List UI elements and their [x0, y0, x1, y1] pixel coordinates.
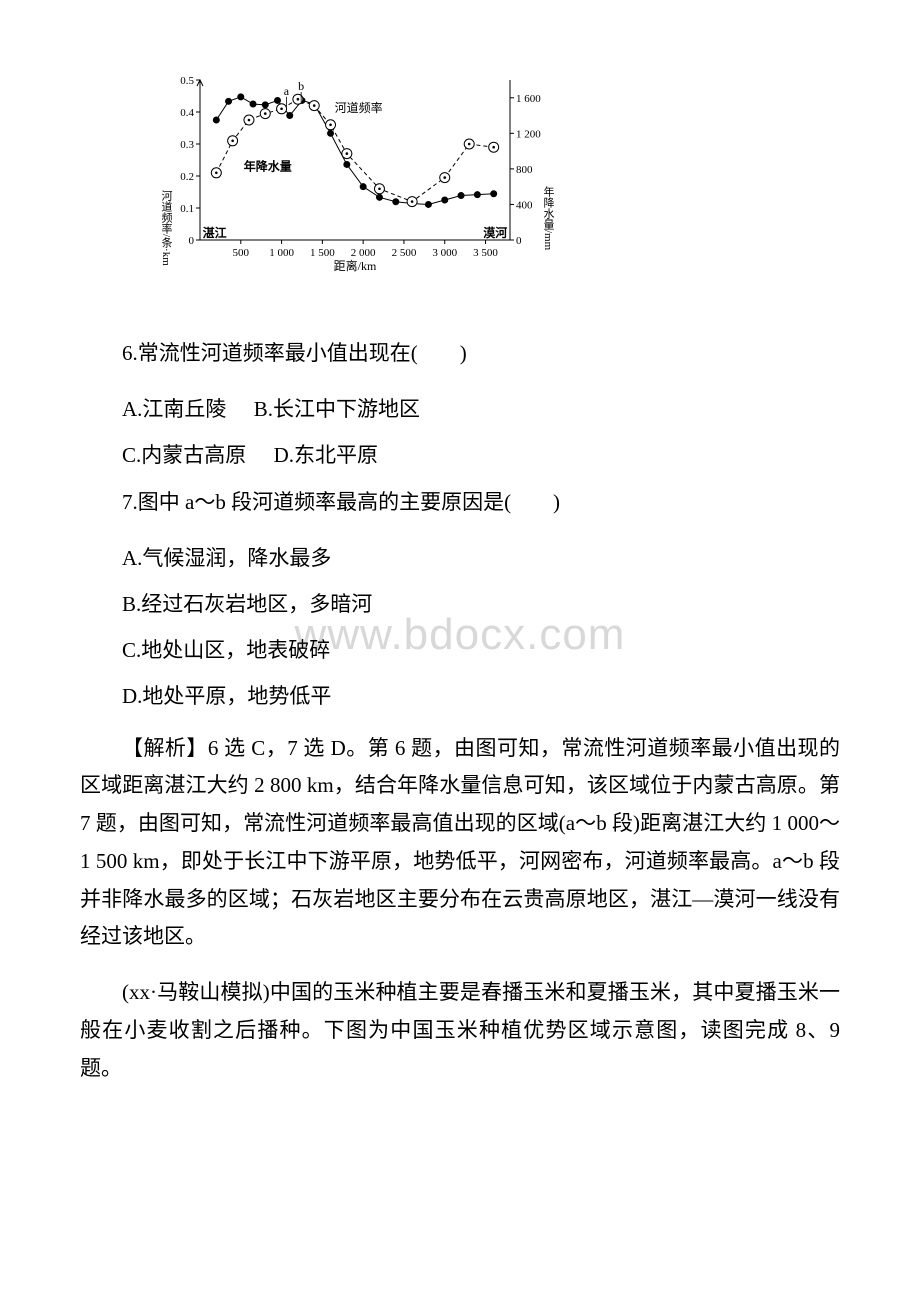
- svg-text:b: b: [298, 79, 304, 93]
- svg-text:500: 500: [233, 247, 250, 259]
- q6-optB: B.长江中下游地区: [254, 397, 420, 421]
- svg-text:3 000: 3 000: [432, 247, 457, 259]
- svg-text:1 500: 1 500: [310, 247, 335, 259]
- svg-text:3 500: 3 500: [473, 247, 498, 259]
- svg-text:2 000: 2 000: [351, 247, 376, 259]
- svg-text:1 600: 1 600: [516, 93, 541, 105]
- svg-text:1 200: 1 200: [516, 128, 541, 140]
- q6-optA: A.江南丘陵: [122, 397, 226, 421]
- svg-text:距离/km: 距离/km: [334, 258, 377, 273]
- svg-text:a: a: [284, 84, 290, 98]
- svg-text:400: 400: [516, 199, 533, 211]
- dual-axis-chart: 0 0.1 0.2 0.3 0.4 0.5 0 400 800 1 200 1 600 500 1 00…: [140, 60, 560, 290]
- svg-text:年降水量: 年降水量: [244, 159, 292, 174]
- svg-text:2 500: 2 500: [392, 247, 417, 259]
- page-content: 0 0.1 0.2 0.3 0.4 0.5 0 400 800 1 200 1 600 500 1 00…: [80, 60, 840, 1088]
- q6-optD: D.东北平原: [274, 443, 378, 467]
- q6-optC: C.内蒙古高原: [122, 443, 246, 467]
- svg-text:漠河: 漠河: [483, 225, 507, 240]
- svg-text:河道频率: 河道频率: [335, 100, 383, 115]
- svg-text:0: 0: [516, 235, 522, 247]
- analysis-paragraph: 【解析】6 选 C，7 选 D。第 6 题，由图可知，常流性河道频率最小值出现的…: [80, 730, 840, 957]
- svg-text:湛江: 湛江: [203, 225, 227, 240]
- q7-optC: C.地处山区，地表破碎: [80, 627, 840, 673]
- svg-text:0.5: 0.5: [180, 75, 194, 87]
- svg-text:1 000: 1 000: [269, 247, 294, 259]
- q7-optA: A.气候湿润，降水最多: [80, 535, 840, 581]
- svg-text:0: 0: [189, 235, 195, 247]
- q7-optB: B.经过石灰岩地区，多暗河: [80, 581, 840, 627]
- next-intro-paragraph: (xx·马鞍山模拟)中国的玉米种植主要是春播玉米和夏播玉米，其中夏播玉米一般在小…: [80, 974, 840, 1087]
- q7-optD: D.地处平原，地势低平: [80, 673, 840, 719]
- q6-options-line1: A.江南丘陵 B.长江中下游地区: [80, 386, 840, 432]
- svg-text:年降水量/mm: 年降水量/mm: [542, 185, 555, 251]
- svg-text:河道频率/条·km: 河道频率/条·km: [160, 190, 173, 267]
- chart-container: 0 0.1 0.2 0.3 0.4 0.5 0 400 800 1 200 1 600 500 1 00…: [140, 60, 560, 290]
- svg-text:0.2: 0.2: [180, 171, 194, 183]
- q7-stem: 7.图中 a～b 段河道频率最高的主要原因是( ): [80, 479, 840, 525]
- q6-stem: 6.常流性河道频率最小值出现在( ): [80, 330, 840, 376]
- q6-options-line2: C.内蒙古高原 D.东北平原: [80, 432, 840, 478]
- svg-text:0.4: 0.4: [180, 107, 194, 119]
- svg-text:800: 800: [516, 164, 533, 176]
- svg-text:0.3: 0.3: [180, 139, 194, 151]
- svg-text:0.1: 0.1: [180, 203, 194, 215]
